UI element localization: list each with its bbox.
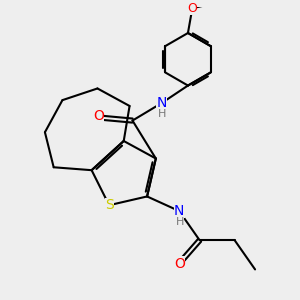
Text: O: O [188, 2, 197, 15]
Text: O: O [94, 109, 104, 123]
Text: N: N [174, 204, 184, 218]
Text: O: O [174, 256, 184, 271]
Text: N: N [157, 96, 167, 110]
Text: S: S [105, 198, 113, 212]
Text: H: H [158, 109, 166, 119]
Text: H: H [176, 217, 184, 227]
